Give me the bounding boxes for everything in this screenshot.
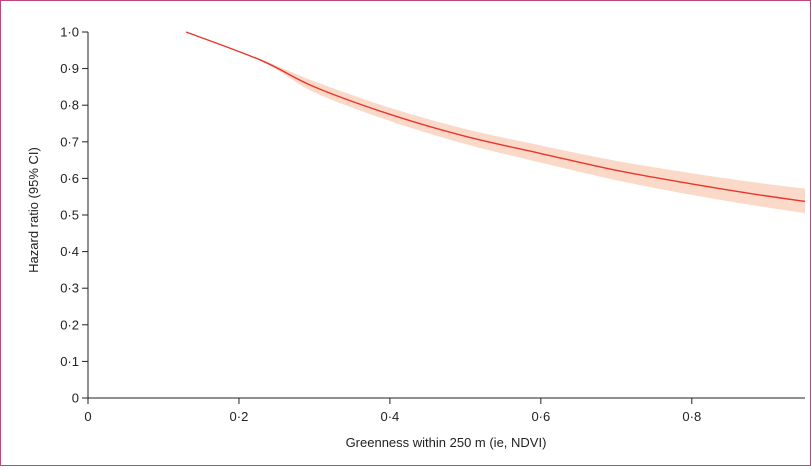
y-tick-label: 0·3 [60, 281, 79, 296]
y-tick-label: 0·6 [60, 171, 79, 186]
x-ticks: 0 0·2 0·4 0·6 0·8 [84, 398, 701, 424]
x-tick-label: 0·8 [682, 409, 701, 424]
y-ticks: 0 0·1 0·2 0·3 0·4 0·5 0·6 0·7 0·8 0·9 1·0 [60, 25, 88, 406]
confidence-band-layer [186, 32, 805, 214]
x-axis-label: Greenness within 250 m (ie, NDVI) [346, 435, 547, 450]
x-tick-label: 0 [84, 409, 91, 424]
y-tick-label: 0 [72, 391, 79, 406]
x-tick-label: 0·6 [531, 409, 550, 424]
y-tick-label: 0·5 [60, 208, 79, 223]
y-tick-label: 0·2 [60, 317, 79, 332]
confidence-band [186, 32, 805, 214]
y-tick-label: 0·9 [60, 61, 79, 76]
x-tick-label: 0·4 [380, 409, 399, 424]
y-tick-label: 0·8 [60, 98, 79, 113]
curve-layer [185, 31, 806, 203]
x-tick-label: 0·2 [230, 409, 249, 424]
y-tick-label: 0·7 [60, 134, 79, 149]
hazard-ratio-line [185, 31, 806, 203]
y-tick-label: 1·0 [60, 25, 79, 40]
y-tick-label: 0·4 [60, 244, 79, 259]
y-axis-label: Hazard ratio (95% CI) [26, 147, 41, 273]
axes [87, 32, 805, 399]
y-tick-label: 0·1 [60, 354, 79, 369]
